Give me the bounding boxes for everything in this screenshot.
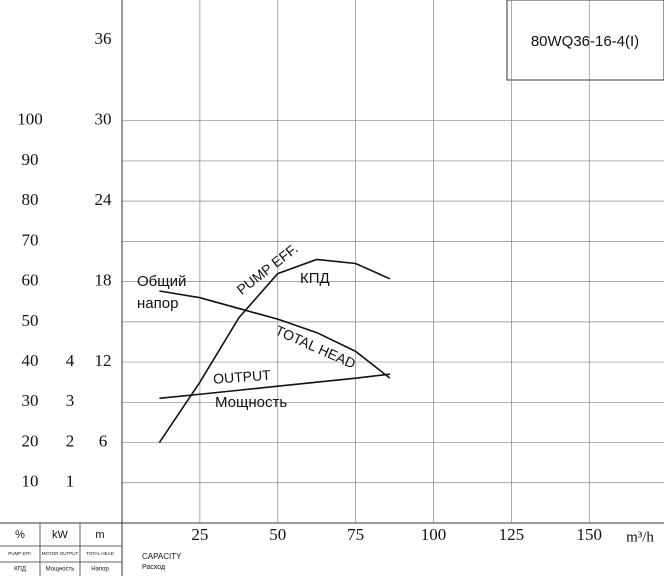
y-tick-label: 36: [95, 29, 112, 48]
x-tick-label: 50: [269, 525, 286, 544]
y-tick-label: 30: [95, 110, 112, 129]
x-unit: m³/h: [626, 529, 654, 545]
y-tick-label: 30: [22, 391, 39, 410]
x-tick-label: 25: [191, 525, 208, 544]
y-tick-label: 50: [22, 311, 39, 330]
model-box: [506, 0, 664, 81]
y-tick-label: 24: [95, 190, 113, 209]
axis-name-ru: Мощность: [46, 567, 75, 573]
axis-unit: kW: [52, 529, 69, 541]
y-tick-label: 60: [22, 271, 39, 290]
x-tick-label: 150: [576, 525, 602, 544]
y-tick-label: 80: [22, 190, 39, 209]
axis-name: PUMP EFF.: [8, 551, 31, 556]
y-tick-label: 40: [22, 351, 39, 370]
y-tick-label: 6: [99, 431, 108, 450]
x-label: CAPACITY: [142, 552, 182, 561]
x-tick-label: 125: [499, 525, 525, 544]
y-tick-label: 3: [66, 391, 75, 410]
model: 80WQ36-16-4(I): [531, 33, 639, 50]
curve-label-ru: напор: [137, 295, 178, 312]
axis-name-ru: Напор: [91, 567, 109, 573]
x-label-ru: Расход: [142, 564, 165, 571]
y-tick-label: 20: [22, 431, 39, 450]
y-tick-label: 2: [66, 431, 75, 450]
y-tick-label: 1: [66, 472, 75, 491]
curve-label-ru: КПД: [300, 270, 330, 287]
curve-label-ru: Общий: [137, 273, 186, 290]
y-tick-label: 4: [66, 351, 75, 370]
y-tick-label: 70: [22, 230, 39, 249]
y-tick-label: 18: [95, 271, 112, 290]
curve-label: OUTPUT: [213, 367, 272, 387]
curve: [159, 290, 391, 379]
axis-unit: %: [15, 529, 25, 541]
x-tick-label: 100: [421, 525, 447, 544]
axis-name: MOTOR OUTPUT: [42, 551, 79, 556]
axis-name: TOTAL HEAD: [86, 551, 114, 556]
x-tick-label: 75: [347, 525, 364, 544]
y-tick-label: 90: [22, 150, 39, 169]
curve: [158, 258, 391, 443]
curve-label-ru: Мощность: [215, 394, 287, 411]
axis-unit: m: [95, 529, 104, 541]
y-tick-label: 100: [17, 110, 43, 129]
y-tick-label: 10: [22, 472, 39, 491]
axis-name-ru: КПД: [14, 567, 26, 573]
curve: [159, 373, 390, 400]
y-tick-label: 12: [95, 351, 112, 370]
